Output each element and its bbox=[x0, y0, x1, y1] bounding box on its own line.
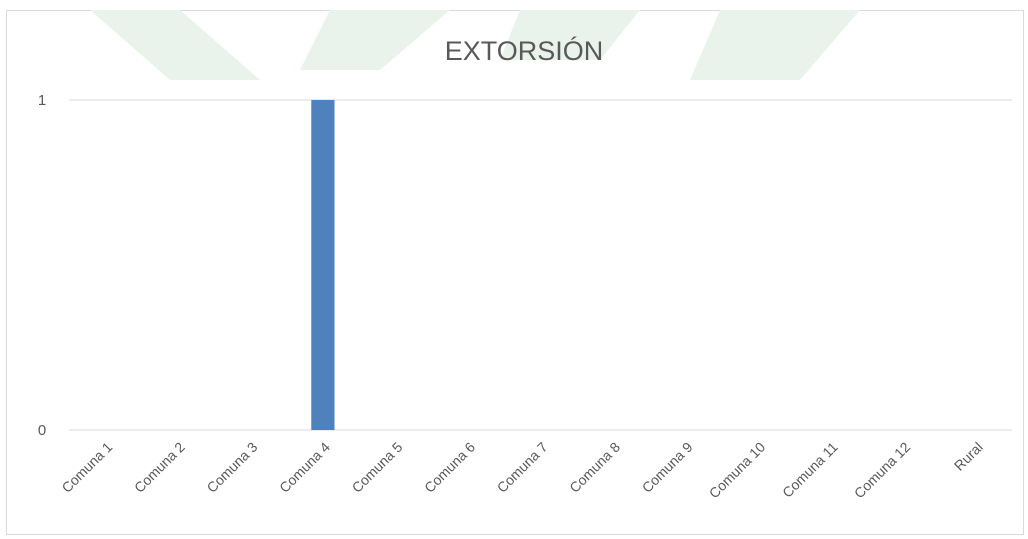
x-axis-categories: Comuna 1 Comuna 2 Comuna 3 Comuna 4 Comuna 5… bbox=[58, 439, 985, 502]
x-category-label: Comuna 12 bbox=[851, 439, 914, 502]
x-category-label: Comuna 9 bbox=[639, 439, 696, 496]
chart-title: EXTORSIÓN bbox=[445, 35, 604, 66]
x-category-label: Comuna 11 bbox=[779, 439, 841, 501]
x-category-label: Comuna 2 bbox=[131, 439, 188, 496]
bar-comuna-4 bbox=[311, 100, 335, 430]
x-category-label: Comuna 7 bbox=[494, 439, 551, 496]
gridlines bbox=[69, 99, 1012, 431]
x-category-label: Rural bbox=[951, 439, 986, 474]
x-category-label: Comuna 4 bbox=[276, 439, 333, 496]
chart-frame bbox=[6, 10, 1024, 535]
x-category-label: Comuna 3 bbox=[203, 439, 260, 496]
y-tick-label: 1 bbox=[38, 92, 46, 109]
watermark-shapes bbox=[90, 10, 860, 80]
bars bbox=[311, 100, 335, 430]
x-category-label: Comuna 10 bbox=[706, 439, 769, 502]
x-category-label: Comuna 8 bbox=[566, 439, 623, 496]
x-category-label: Comuna 6 bbox=[421, 439, 478, 496]
x-category-label: Comuna 1 bbox=[58, 439, 115, 496]
y-tick-label: 0 bbox=[38, 422, 46, 439]
x-category-label: Comuna 5 bbox=[349, 439, 406, 496]
y-axis-ticks: 01 bbox=[38, 92, 46, 439]
